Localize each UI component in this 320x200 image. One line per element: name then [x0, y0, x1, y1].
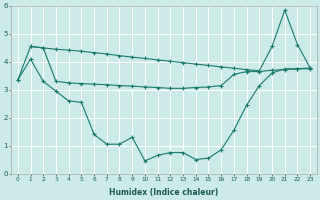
X-axis label: Humidex (Indice chaleur): Humidex (Indice chaleur) — [109, 188, 219, 197]
